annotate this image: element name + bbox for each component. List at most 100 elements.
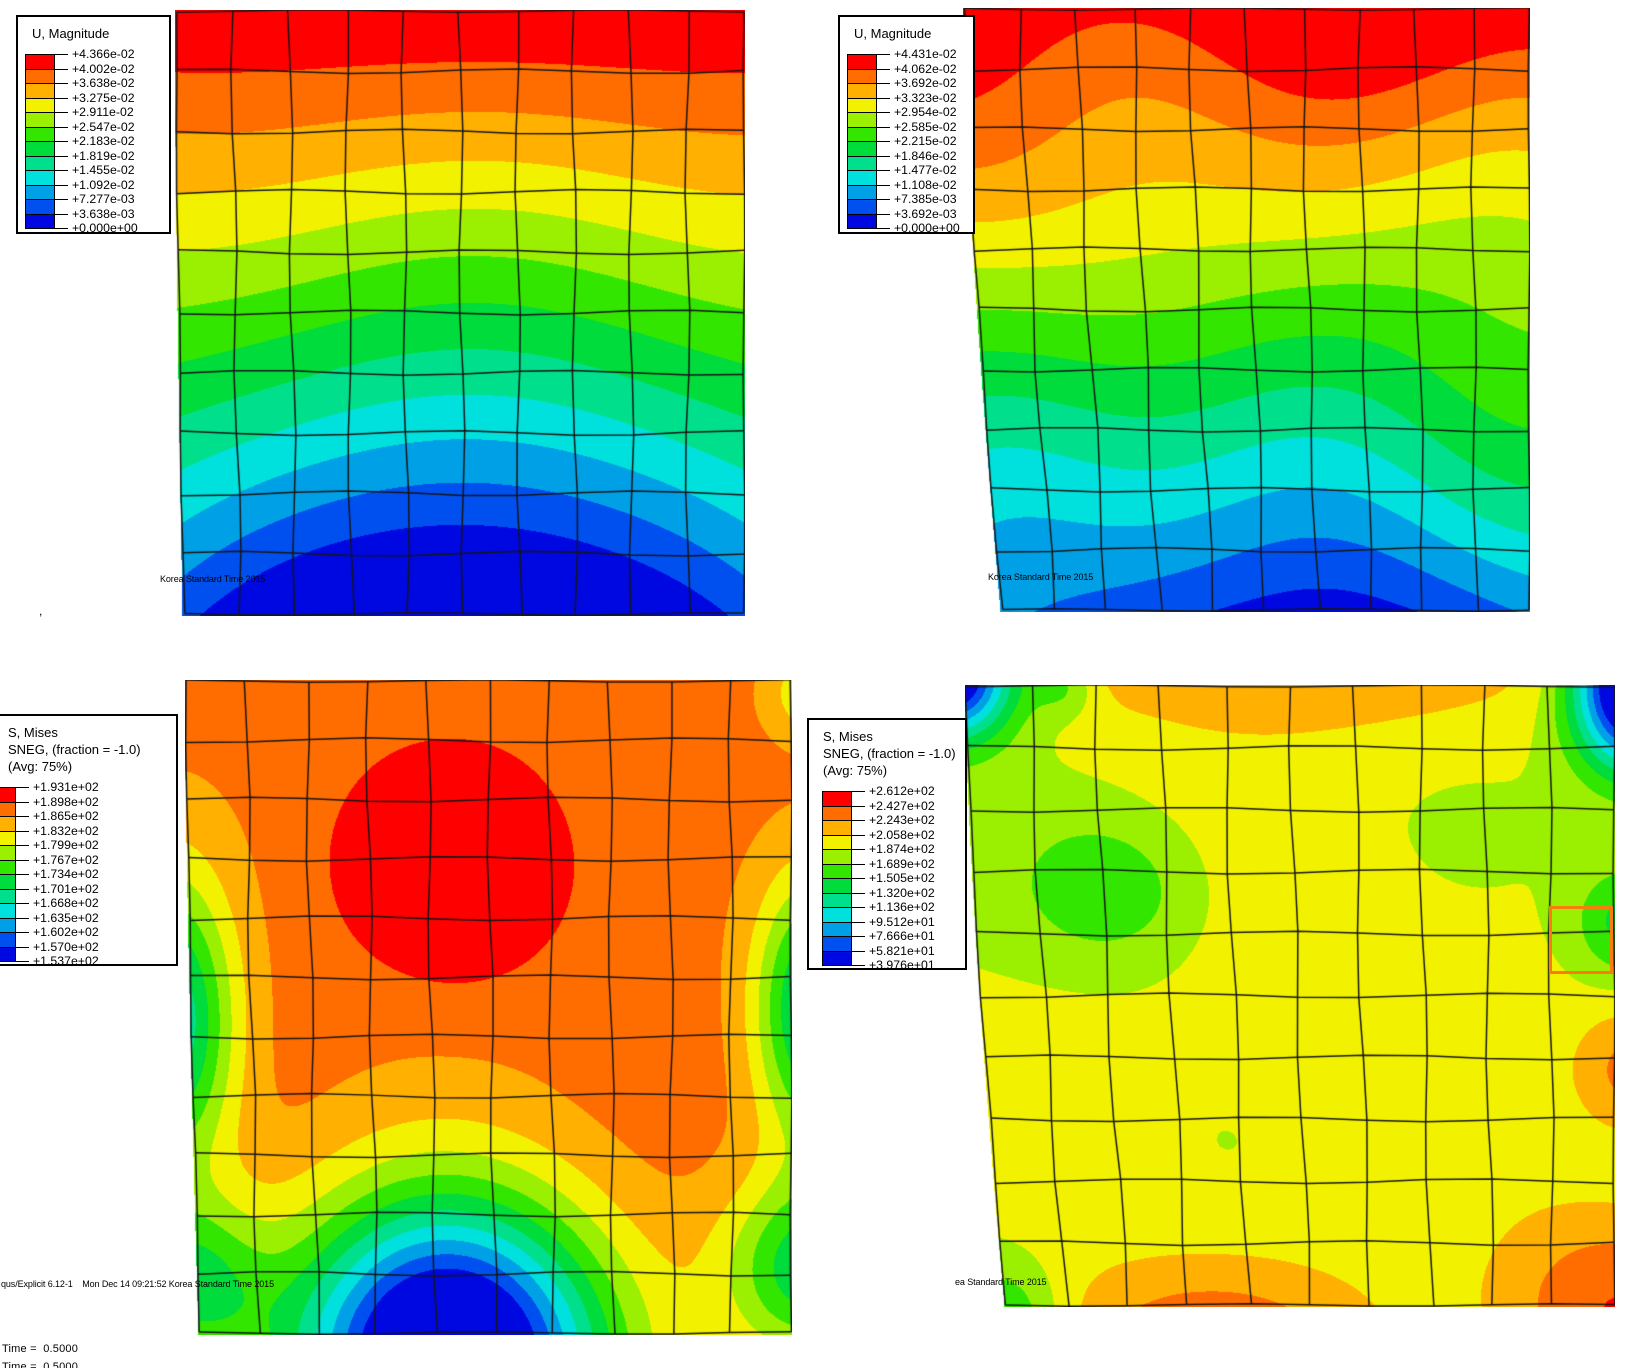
- legend-level-label: +3.275e-02: [72, 90, 135, 105]
- legend-tick: [852, 907, 865, 908]
- legend-level-label: +1.505e+02: [869, 871, 935, 885]
- legend-level-label: +1.635e+02: [33, 910, 99, 925]
- legend-tick: [16, 845, 29, 846]
- legend-tick: [852, 965, 865, 966]
- legend-level-label: +1.832e+02: [33, 823, 99, 838]
- legend-level-label: +2.612e+02: [869, 784, 935, 798]
- legend-swatch: [0, 888, 16, 904]
- legend-tick: [852, 863, 865, 865]
- legend-level-label: +2.215e-02: [894, 134, 957, 148]
- legend-swatch: [0, 830, 16, 846]
- legend-level-label: +1.108e-02: [894, 177, 957, 192]
- legend-tick: [16, 888, 29, 890]
- legend-level-label: +1.320e+02: [869, 885, 935, 900]
- legend-level-label: +4.062e-02: [894, 61, 957, 76]
- legend-tick: [877, 199, 890, 200]
- legend-swatch: [822, 936, 852, 952]
- legend-tick: [877, 155, 890, 157]
- legend-swatch: [0, 946, 16, 962]
- legend-tick: [852, 892, 865, 894]
- legend-tick: [16, 961, 29, 962]
- contour-plot-mises-left[interactable]: [185, 680, 792, 1335]
- legend-title-line: U, Magnitude: [854, 26, 932, 41]
- legend-swatch: [847, 155, 877, 171]
- contour-plot-mises-right[interactable]: [965, 685, 1615, 1307]
- legend-level-label: +5.821e+01: [869, 943, 935, 958]
- legend-swatch: [822, 863, 852, 879]
- legend-level-label: +4.431e-02: [894, 47, 957, 61]
- legend-swatch: [25, 68, 55, 84]
- legend-swatch: [822, 849, 852, 865]
- state-block-time-line: Time = 0.5000: [2, 1343, 79, 1355]
- legend-tick: [852, 834, 865, 836]
- legend-tick: [877, 213, 890, 215]
- legend-tick: [16, 787, 29, 788]
- contour-plot-displacement-left[interactable]: [175, 10, 745, 616]
- legend-swatch: [847, 112, 877, 128]
- legend-tick: [55, 97, 68, 99]
- legend-swatch: [25, 54, 55, 70]
- contour-plot-displacement-right[interactable]: [963, 8, 1530, 612]
- legend-level-label: +1.734e+02: [33, 867, 99, 881]
- legend-tick: [16, 946, 29, 948]
- legend-level-label: +2.911e-02: [72, 105, 134, 119]
- legend-swatch: [0, 801, 16, 817]
- legend-tick: [55, 54, 68, 55]
- legend-swatch: [847, 83, 877, 99]
- legend-level-label: +3.638e-03: [72, 206, 135, 221]
- stray-comma-mark: ,: [39, 604, 43, 618]
- legend-tick: [16, 932, 29, 933]
- selected-element-highlight[interactable]: [1549, 906, 1613, 974]
- timestamp-watermark-top-right: Korea Standard Time 2015: [988, 572, 1094, 582]
- legend-swatch: [0, 816, 16, 832]
- legend-tick: [16, 859, 29, 861]
- legend-title-line: (Avg: 75%): [8, 759, 73, 774]
- legend-title-line: (Avg: 75%): [823, 763, 888, 778]
- legend-title-line: U, Magnitude: [32, 26, 110, 41]
- legend-swatch: [0, 787, 16, 803]
- legend-tick: [16, 801, 29, 803]
- legend-level-label: +2.183e-02: [72, 134, 135, 148]
- legend-swatch: [0, 874, 16, 890]
- legend-tick: [877, 112, 890, 113]
- legend-mises-right: S, Mises SNEG, (fraction = -1.0) (Avg: 75%…: [807, 718, 967, 972]
- legend-tick: [16, 903, 29, 904]
- legend-tick: [877, 141, 890, 142]
- legend-tick: [877, 228, 890, 229]
- legend-level-label: +0.000e+00: [72, 221, 138, 235]
- legend-displacement-right: U, Magnitude +4.431e-02 +4.062e-02 +3.692e-…: [838, 15, 975, 236]
- legend-swatch: [822, 950, 852, 966]
- legend-swatch: [847, 141, 877, 157]
- legend-level-label: +1.874e+02: [869, 842, 935, 856]
- legend-level-label: +2.427e+02: [869, 798, 935, 813]
- legend-swatch: [847, 126, 877, 142]
- legend-level-label: +1.799e+02: [33, 838, 99, 852]
- legend-level-label: +0.000e+00: [894, 221, 960, 235]
- legend-level-label: +3.638e-02: [72, 76, 135, 90]
- legend-level-label: +1.602e+02: [33, 925, 99, 939]
- legend-level-label: +1.668e+02: [33, 896, 99, 910]
- legend-swatch: [0, 917, 16, 933]
- legend-level-label: +7.666e+01: [869, 929, 935, 943]
- solver-timestamp-line: qus/Explicit 6.12-1 Mon Dec 14 09:21:52 …: [1, 1279, 274, 1289]
- legend-level-label: +1.767e+02: [33, 852, 99, 867]
- legend-tick: [16, 816, 29, 817]
- legend-swatch: [822, 878, 852, 894]
- legend-tick: [852, 820, 865, 821]
- legend-level-label: +3.692e-02: [894, 76, 957, 90]
- legend-tick: [852, 805, 865, 807]
- legend-swatch: [25, 112, 55, 128]
- legend-level-label: +4.366e-02: [72, 47, 135, 61]
- legend-level-label: +7.277e-03: [72, 192, 135, 206]
- legend-level-label: +1.701e+02: [33, 881, 99, 896]
- legend-swatch: [847, 97, 877, 113]
- legend-level-label: +1.898e+02: [33, 794, 99, 809]
- legend-swatch: [847, 68, 877, 84]
- legend-tick: [877, 68, 890, 70]
- legend-mises-left: S, Mises SNEG, (fraction = -1.0) (Avg: 75%…: [0, 714, 178, 968]
- legend-level-label: +9.512e+01: [869, 914, 935, 929]
- legend-color-scale: +4.431e-02 +4.062e-02 +3.692e-02 +3.323e-02…: [847, 47, 973, 236]
- legend-tick: [55, 155, 68, 157]
- legend-level-label: +2.058e+02: [869, 827, 935, 842]
